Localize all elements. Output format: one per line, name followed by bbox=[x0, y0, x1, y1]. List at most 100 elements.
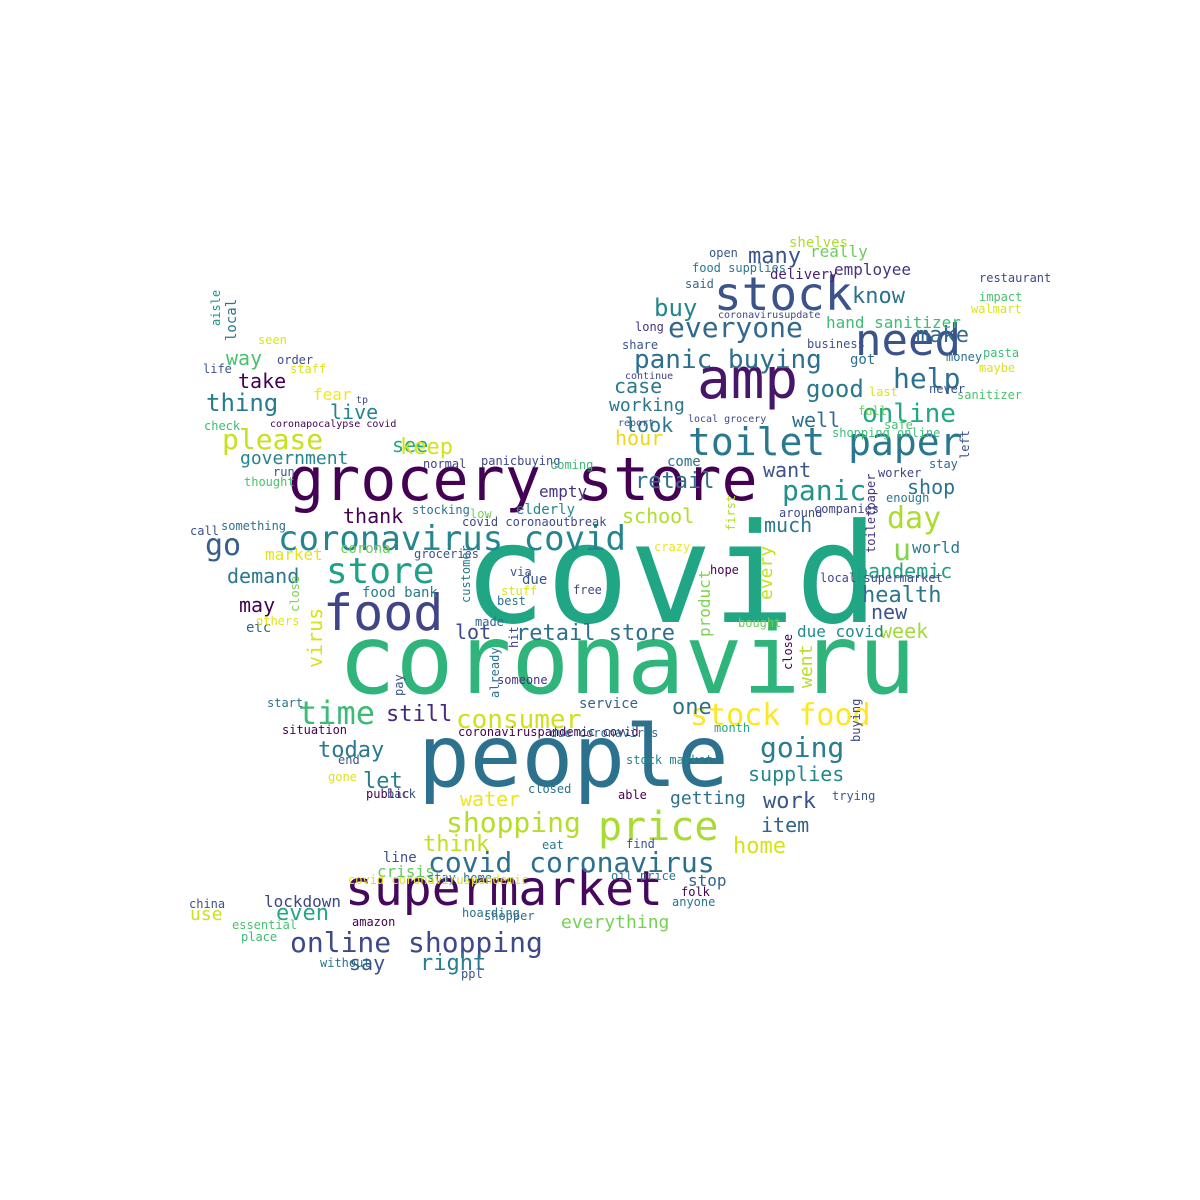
word: ppl bbox=[461, 967, 483, 981]
word: never bbox=[929, 382, 965, 396]
word: virus bbox=[303, 608, 327, 668]
word: every bbox=[756, 546, 777, 600]
word: closed bbox=[528, 782, 571, 796]
word: hit bbox=[507, 626, 521, 648]
word: pandemic bbox=[856, 559, 952, 583]
word: thought bbox=[244, 475, 295, 489]
word: good bbox=[806, 375, 864, 403]
word: stay bbox=[929, 457, 958, 471]
word: best bbox=[497, 594, 526, 608]
word: situation bbox=[282, 723, 347, 737]
word: coming bbox=[550, 458, 593, 472]
word: end bbox=[338, 753, 360, 767]
word: water bbox=[460, 787, 520, 811]
word: stay home bbox=[427, 871, 492, 885]
word: buy bbox=[654, 294, 697, 322]
word: local supermarket bbox=[820, 571, 943, 585]
word: going bbox=[760, 731, 844, 764]
word: price bbox=[598, 804, 718, 850]
word: restaurant bbox=[979, 271, 1051, 285]
word: panicbuying bbox=[481, 454, 560, 468]
word: share bbox=[622, 338, 658, 352]
word: employee bbox=[834, 260, 911, 279]
word: via bbox=[510, 565, 532, 579]
word: thank bbox=[343, 504, 403, 528]
word: help bbox=[893, 362, 960, 395]
word: maybe bbox=[979, 361, 1015, 375]
word: u bbox=[893, 533, 911, 568]
word: due bbox=[522, 572, 547, 588]
word: start bbox=[267, 696, 303, 710]
word: public bbox=[366, 787, 409, 801]
word: low bbox=[470, 507, 492, 521]
word: anyone bbox=[672, 895, 715, 909]
word: stocking bbox=[412, 503, 470, 517]
word: crazy bbox=[654, 540, 690, 554]
word: one bbox=[672, 695, 712, 720]
word: report bbox=[618, 418, 654, 429]
word: see bbox=[392, 433, 428, 457]
word: delivery bbox=[770, 267, 837, 283]
word: pay bbox=[392, 674, 406, 696]
word: say bbox=[349, 951, 385, 975]
word: hand sanitizer bbox=[826, 313, 961, 332]
word: essential bbox=[232, 918, 297, 932]
word: others bbox=[256, 614, 299, 628]
word: service bbox=[579, 696, 638, 712]
word: hope bbox=[710, 563, 739, 577]
word: safe bbox=[884, 418, 913, 432]
word: stock food bbox=[690, 698, 871, 733]
word: world bbox=[912, 538, 960, 557]
word: let bbox=[363, 769, 403, 794]
word: already bbox=[488, 647, 502, 698]
word: shopper bbox=[484, 909, 535, 923]
word: coronapocalypse covid bbox=[270, 419, 396, 430]
word: want bbox=[763, 458, 811, 482]
word: use bbox=[190, 904, 223, 925]
word: much bbox=[764, 513, 812, 537]
word: still bbox=[386, 702, 452, 727]
word: coronaviruspandemic covid bbox=[458, 725, 639, 739]
word: item bbox=[761, 813, 809, 837]
word: grocery store bbox=[288, 445, 758, 515]
word: today bbox=[318, 738, 384, 763]
word: went bbox=[796, 645, 817, 688]
word: way bbox=[226, 346, 262, 370]
word: many bbox=[748, 244, 801, 269]
word: impact bbox=[979, 290, 1022, 304]
word: look bbox=[625, 413, 673, 437]
word: go bbox=[205, 528, 241, 563]
word: hour bbox=[615, 426, 663, 450]
word: online shopping bbox=[290, 926, 543, 959]
word: home bbox=[733, 834, 786, 859]
word: bought bbox=[738, 616, 781, 630]
word: shopping online bbox=[832, 426, 940, 440]
word: got bbox=[850, 352, 875, 368]
word: seen bbox=[258, 333, 287, 347]
word: oil price bbox=[611, 869, 676, 883]
word: fear bbox=[313, 385, 352, 404]
word: first bbox=[724, 495, 738, 531]
word: lot bbox=[455, 620, 491, 644]
word: china bbox=[189, 897, 225, 911]
word: back bbox=[387, 787, 417, 801]
word: make bbox=[916, 323, 969, 348]
word: line bbox=[383, 850, 417, 866]
word: toiletpaper bbox=[864, 474, 878, 553]
word: free bbox=[573, 583, 602, 597]
word: crisis bbox=[377, 862, 435, 881]
word: customer bbox=[459, 545, 473, 603]
word: amazon bbox=[352, 915, 395, 929]
word: trying bbox=[832, 789, 875, 803]
word: panic buying bbox=[634, 345, 822, 375]
word: check bbox=[204, 419, 241, 433]
word: take bbox=[238, 369, 286, 393]
word: week bbox=[880, 619, 928, 643]
word: school bbox=[622, 504, 694, 528]
word: food supplies bbox=[692, 261, 786, 275]
word: due covid bbox=[797, 622, 884, 641]
word: toilet paper bbox=[688, 420, 963, 464]
word: work bbox=[763, 789, 816, 814]
